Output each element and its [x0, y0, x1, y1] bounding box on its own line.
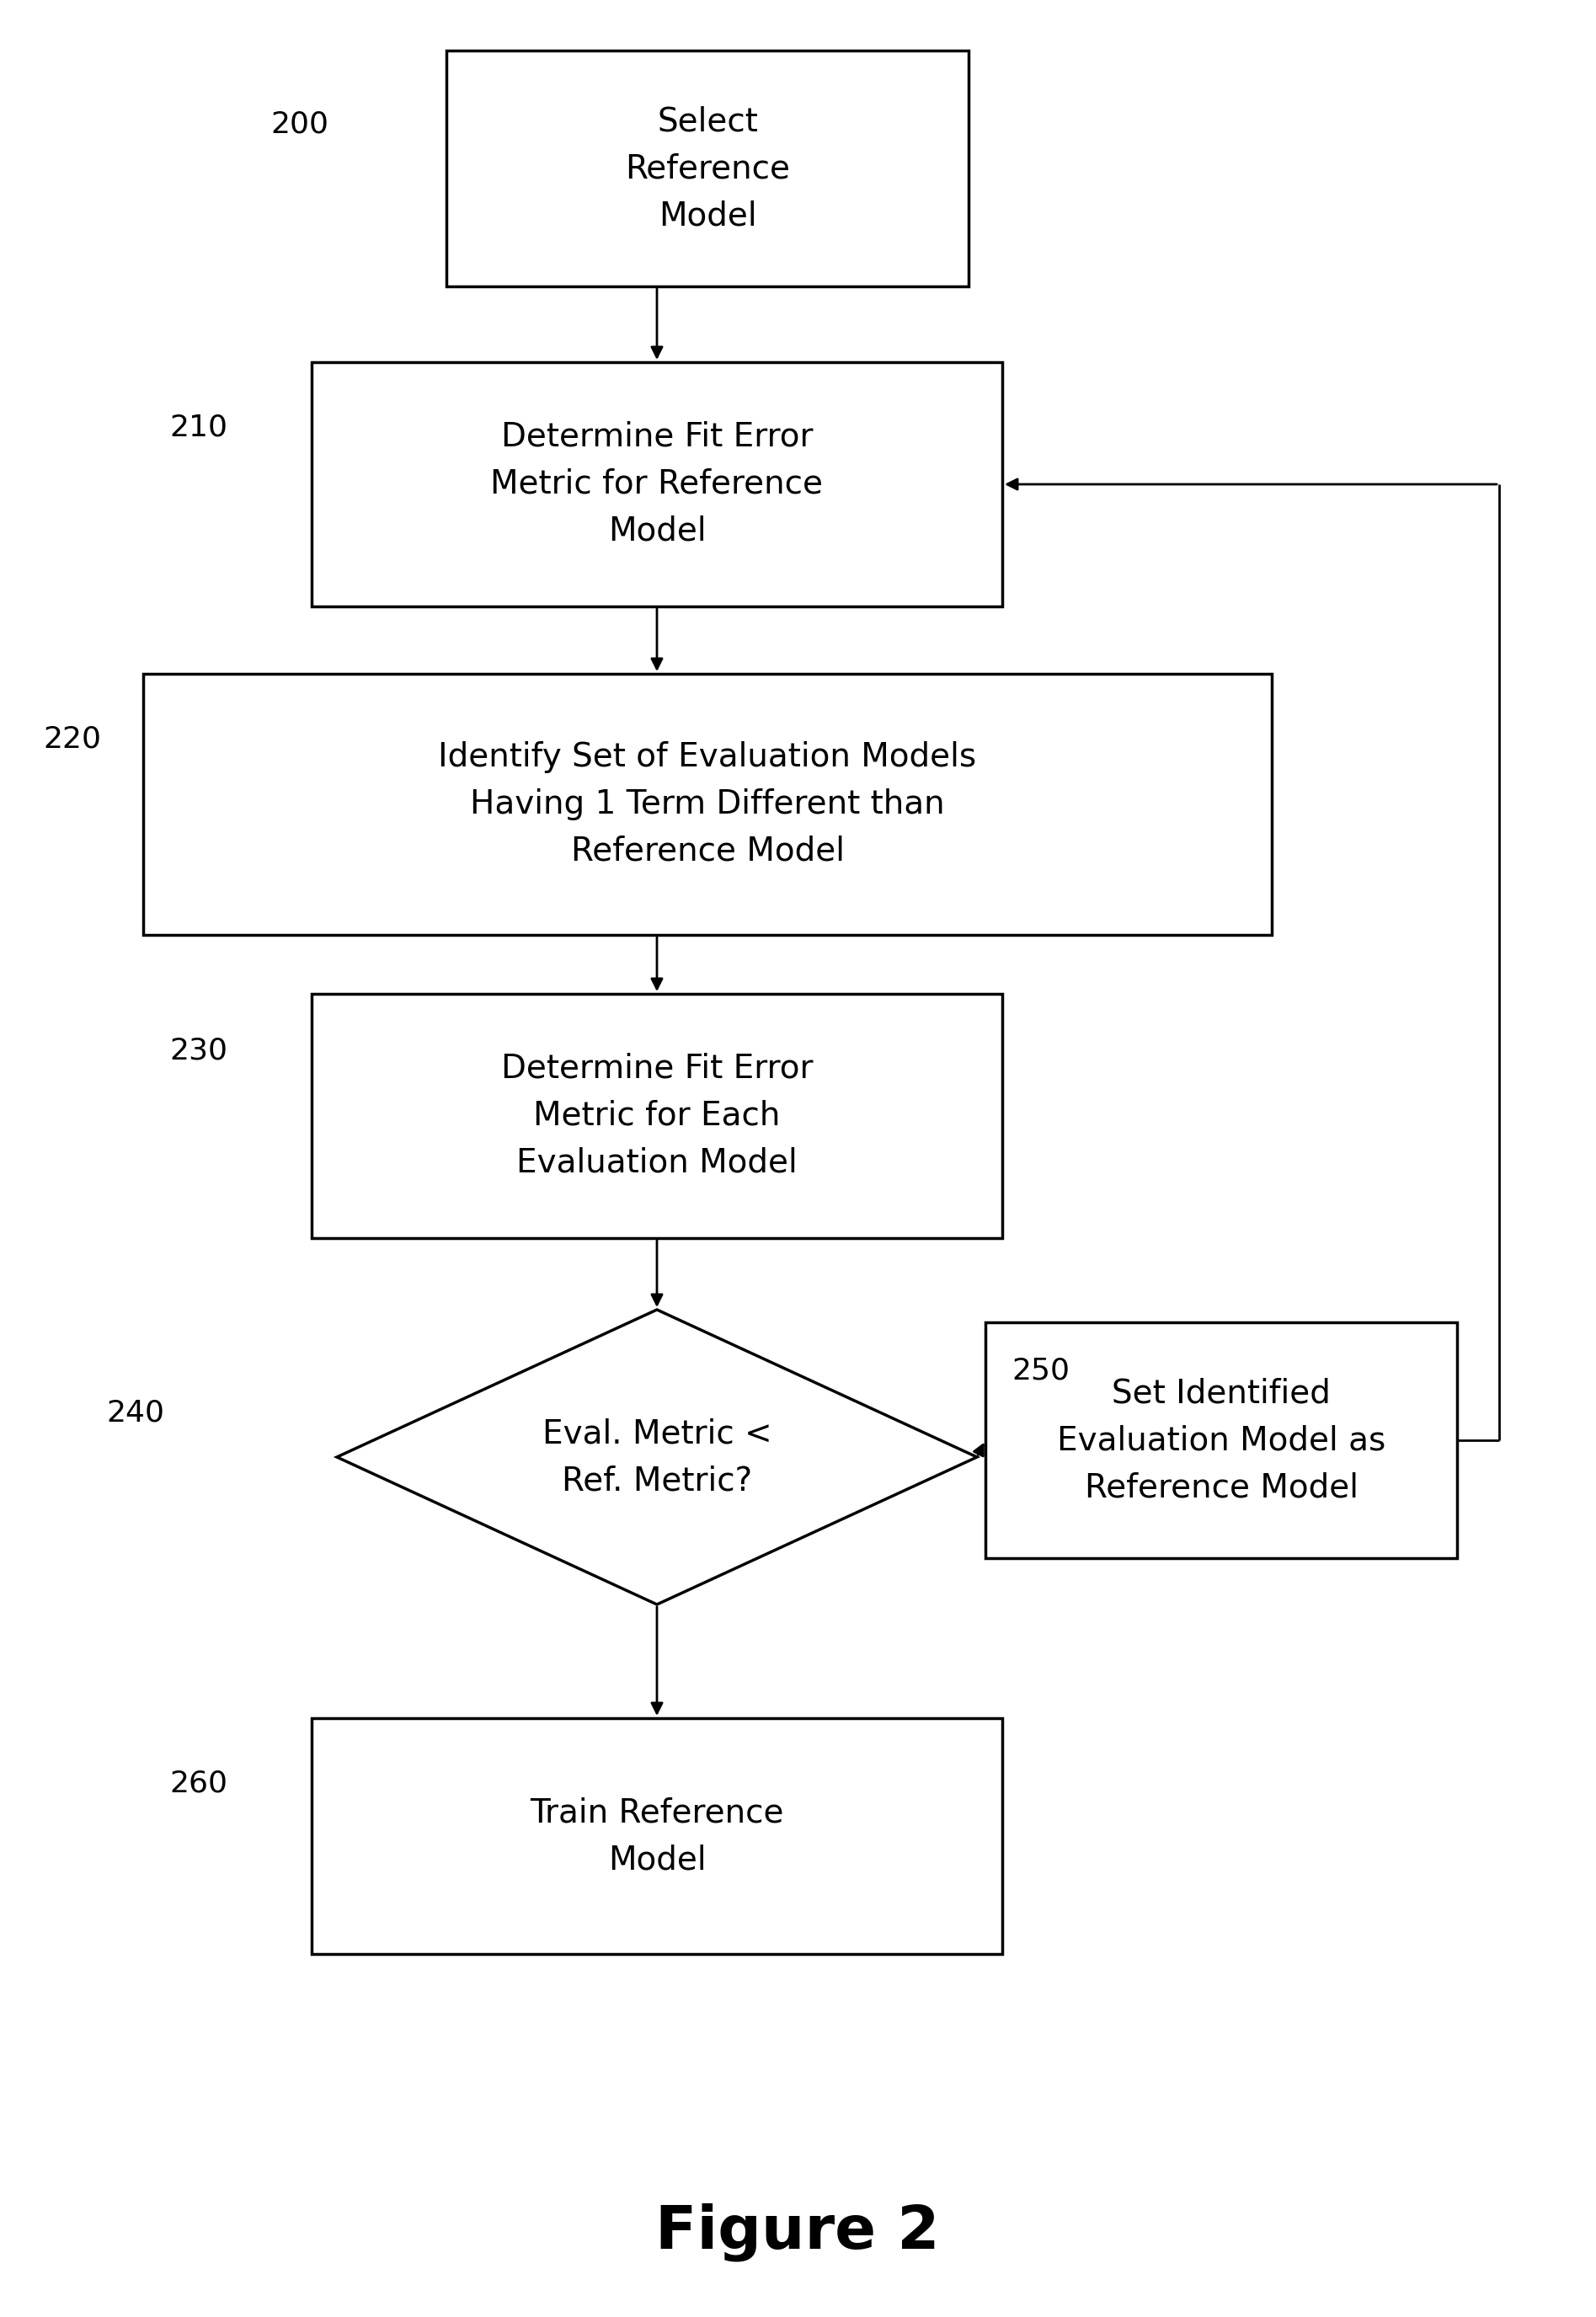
- Text: Identify Set of Evaluation Models
Having 1 Term Different than
Reference Model: Identify Set of Evaluation Models Having…: [439, 741, 977, 867]
- Text: 210: 210: [169, 412, 227, 440]
- Text: Eval. Metric <
Ref. Metric?: Eval. Metric < Ref. Metric?: [543, 1418, 772, 1497]
- Text: Determine Fit Error
Metric for Each
Evaluation Model: Determine Fit Error Metric for Each Eval…: [501, 1052, 812, 1179]
- Text: Figure 2: Figure 2: [656, 2203, 940, 2261]
- Text: 220: 220: [43, 725, 101, 753]
- Text: Set Identified
Evaluation Model as
Reference Model: Set Identified Evaluation Model as Refer…: [1057, 1376, 1385, 1504]
- Text: 240: 240: [105, 1397, 164, 1427]
- Text: 260: 260: [169, 1768, 227, 1798]
- Text: Determine Fit Error
Metric for Reference
Model: Determine Fit Error Metric for Reference…: [490, 422, 824, 547]
- Bar: [985, 1323, 1457, 1557]
- Polygon shape: [337, 1309, 977, 1603]
- Text: Select
Reference
Model: Select Reference Model: [626, 104, 790, 232]
- Text: Train Reference
Model: Train Reference Model: [530, 1796, 784, 1877]
- Bar: [311, 994, 1002, 1237]
- Bar: [447, 51, 969, 287]
- Text: 250: 250: [1012, 1355, 1069, 1386]
- Text: 200: 200: [270, 109, 329, 139]
- Bar: [311, 361, 1002, 607]
- Bar: [144, 674, 1272, 934]
- Bar: [311, 1719, 1002, 1953]
- Text: 230: 230: [169, 1036, 227, 1064]
